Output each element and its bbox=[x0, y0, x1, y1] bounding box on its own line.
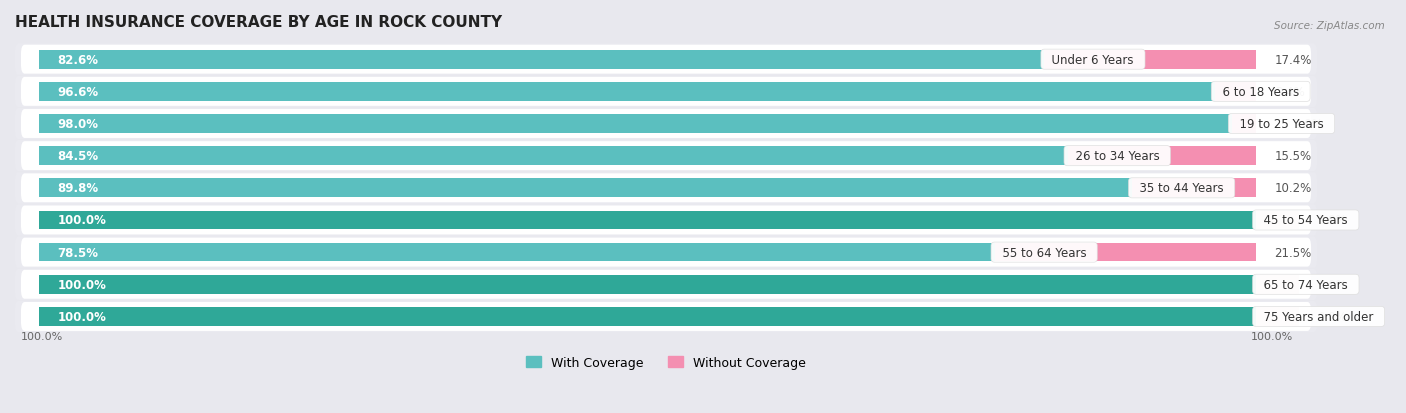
FancyBboxPatch shape bbox=[21, 110, 1310, 139]
Text: 89.8%: 89.8% bbox=[58, 182, 98, 195]
FancyBboxPatch shape bbox=[15, 205, 1317, 236]
FancyBboxPatch shape bbox=[15, 173, 1317, 204]
FancyBboxPatch shape bbox=[21, 142, 1310, 171]
Text: 3.4%: 3.4% bbox=[1275, 85, 1305, 99]
Text: 84.5%: 84.5% bbox=[58, 150, 98, 163]
Text: 0.0%: 0.0% bbox=[1317, 278, 1347, 291]
Bar bbox=[1256, 211, 1299, 230]
Bar bbox=[39, 243, 994, 262]
FancyBboxPatch shape bbox=[15, 109, 1317, 140]
Bar bbox=[1215, 83, 1256, 102]
Bar bbox=[1232, 115, 1256, 133]
FancyBboxPatch shape bbox=[21, 302, 1310, 331]
Text: 100.0%: 100.0% bbox=[58, 278, 107, 291]
Text: 2.0%: 2.0% bbox=[1292, 118, 1323, 131]
Text: 100.0%: 100.0% bbox=[1250, 331, 1292, 341]
FancyBboxPatch shape bbox=[15, 76, 1317, 108]
Text: 6 to 18 Years: 6 to 18 Years bbox=[1215, 85, 1306, 99]
FancyBboxPatch shape bbox=[21, 174, 1310, 203]
Text: 10.2%: 10.2% bbox=[1274, 182, 1312, 195]
Text: 100.0%: 100.0% bbox=[58, 214, 107, 227]
Text: 17.4%: 17.4% bbox=[1274, 54, 1312, 66]
FancyBboxPatch shape bbox=[15, 237, 1317, 268]
Bar bbox=[1132, 179, 1256, 198]
Text: 65 to 74 Years: 65 to 74 Years bbox=[1256, 278, 1355, 291]
FancyBboxPatch shape bbox=[21, 270, 1310, 299]
Text: 21.5%: 21.5% bbox=[1274, 246, 1312, 259]
Text: 75 Years and older: 75 Years and older bbox=[1256, 310, 1381, 323]
FancyBboxPatch shape bbox=[15, 269, 1317, 300]
Bar bbox=[39, 211, 1256, 230]
FancyBboxPatch shape bbox=[21, 45, 1310, 74]
Bar bbox=[1256, 307, 1299, 326]
Bar bbox=[39, 275, 1256, 294]
Text: 98.0%: 98.0% bbox=[58, 118, 98, 131]
FancyBboxPatch shape bbox=[15, 301, 1317, 332]
Bar bbox=[39, 307, 1256, 326]
Bar bbox=[39, 83, 1215, 102]
Text: 82.6%: 82.6% bbox=[58, 54, 98, 66]
Bar bbox=[39, 115, 1232, 133]
Text: 100.0%: 100.0% bbox=[58, 310, 107, 323]
Bar bbox=[39, 147, 1067, 166]
Text: 0.0%: 0.0% bbox=[1317, 310, 1347, 323]
FancyBboxPatch shape bbox=[15, 44, 1317, 76]
Bar bbox=[39, 51, 1045, 69]
Bar bbox=[1067, 147, 1256, 166]
Text: Source: ZipAtlas.com: Source: ZipAtlas.com bbox=[1274, 21, 1385, 31]
Bar bbox=[1256, 275, 1299, 294]
FancyBboxPatch shape bbox=[21, 78, 1310, 107]
Text: 35 to 44 Years: 35 to 44 Years bbox=[1132, 182, 1232, 195]
Text: Under 6 Years: Under 6 Years bbox=[1045, 54, 1142, 66]
Text: 0.0%: 0.0% bbox=[1317, 214, 1347, 227]
Bar bbox=[39, 179, 1132, 198]
Text: 78.5%: 78.5% bbox=[58, 246, 98, 259]
Text: 96.6%: 96.6% bbox=[58, 85, 98, 99]
Text: 26 to 34 Years: 26 to 34 Years bbox=[1067, 150, 1167, 163]
Bar bbox=[1045, 51, 1256, 69]
Text: 15.5%: 15.5% bbox=[1274, 150, 1312, 163]
Text: HEALTH INSURANCE COVERAGE BY AGE IN ROCK COUNTY: HEALTH INSURANCE COVERAGE BY AGE IN ROCK… bbox=[15, 15, 502, 30]
FancyBboxPatch shape bbox=[21, 206, 1310, 235]
Legend: With Coverage, Without Coverage: With Coverage, Without Coverage bbox=[520, 351, 811, 374]
Text: 55 to 64 Years: 55 to 64 Years bbox=[994, 246, 1094, 259]
FancyBboxPatch shape bbox=[21, 238, 1310, 267]
Bar bbox=[994, 243, 1256, 262]
Text: 45 to 54 Years: 45 to 54 Years bbox=[1256, 214, 1355, 227]
Text: 100.0%: 100.0% bbox=[21, 331, 63, 341]
Text: 19 to 25 Years: 19 to 25 Years bbox=[1232, 118, 1331, 131]
FancyBboxPatch shape bbox=[15, 140, 1317, 172]
